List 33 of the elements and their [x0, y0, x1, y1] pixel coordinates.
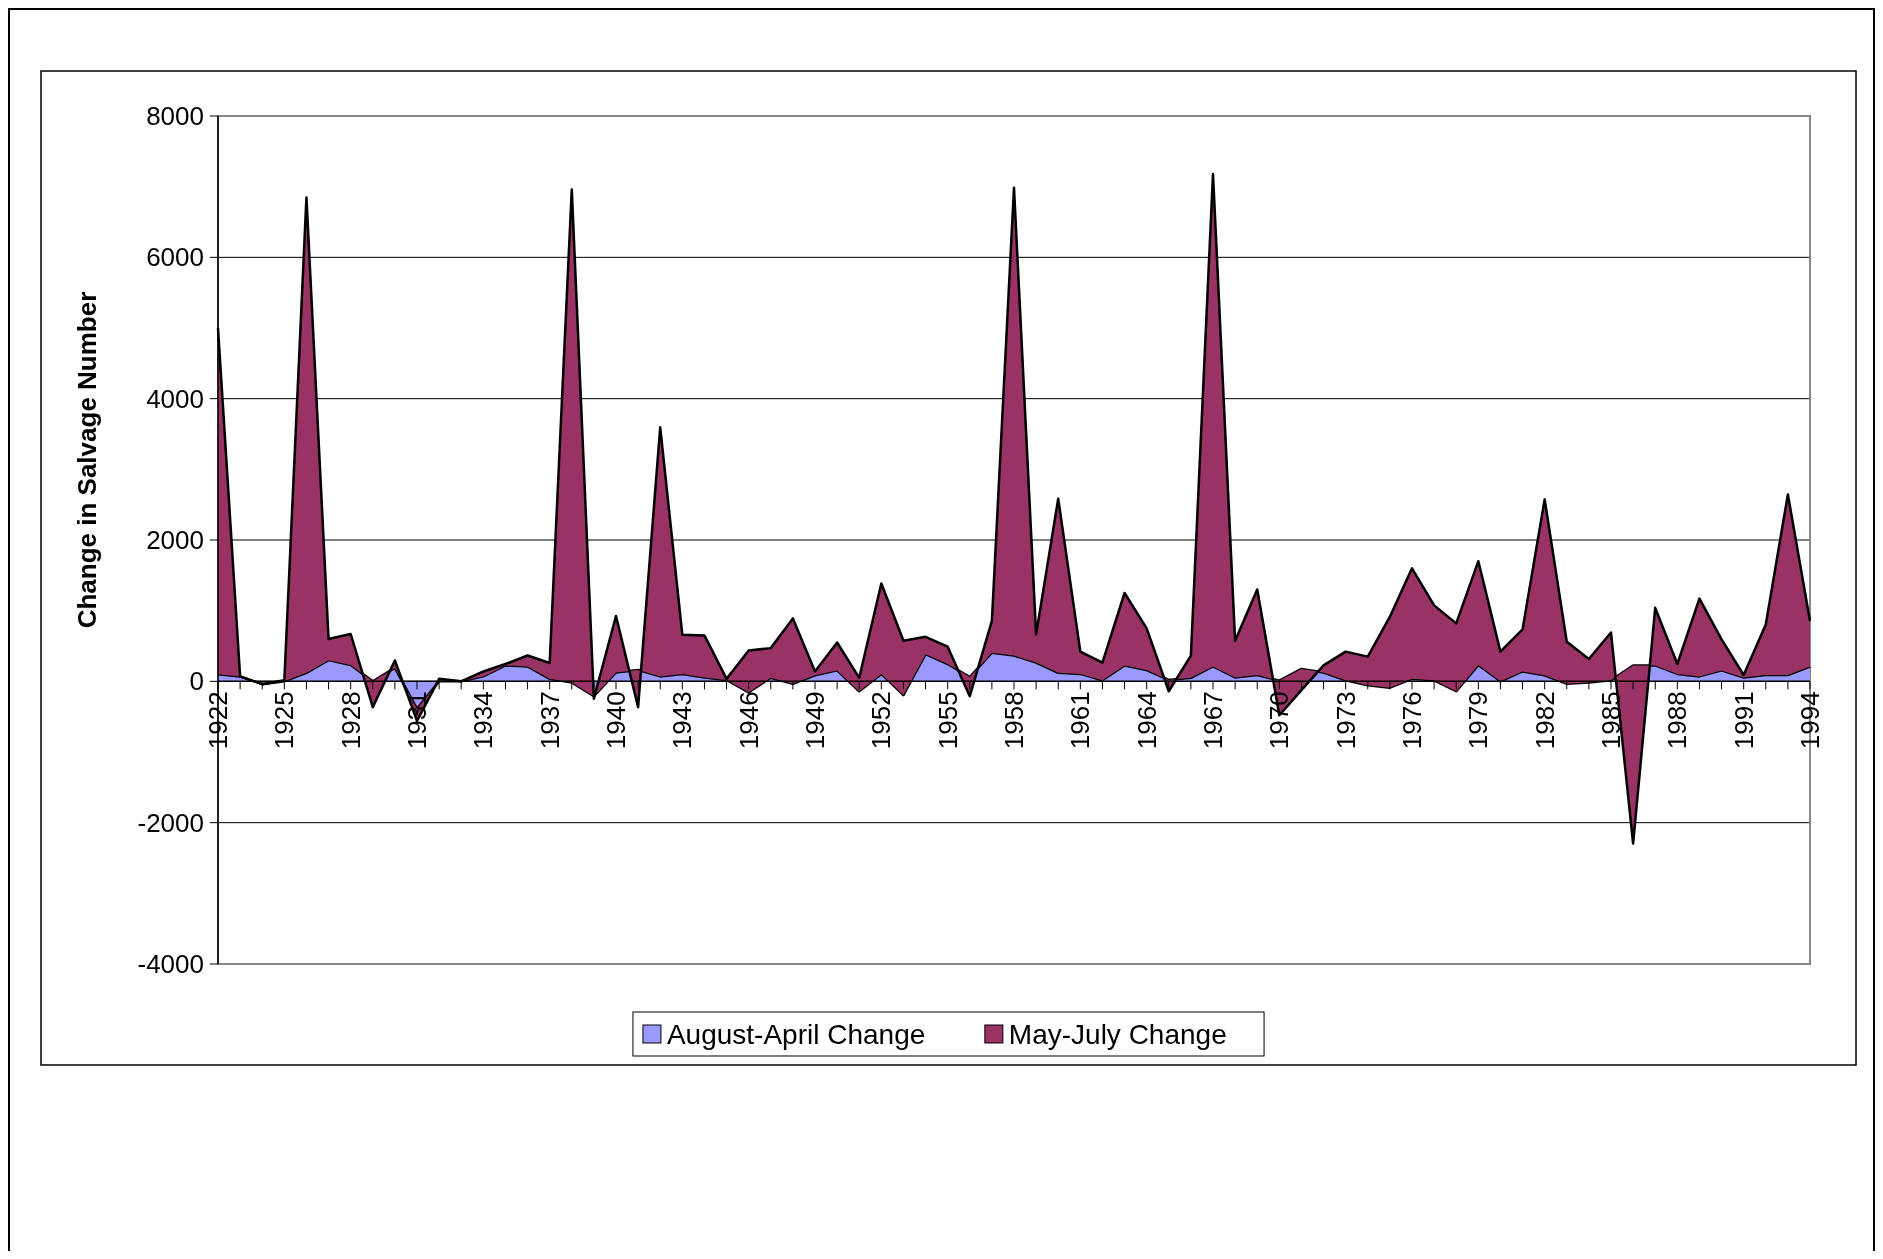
legend-label: August-April Change [666, 1018, 926, 1050]
x-tick-label: 1952 [866, 691, 897, 750]
y-tick-label: -2000 [137, 807, 204, 838]
x-tick-label: 1988 [1662, 691, 1693, 750]
x-tick-label: 1991 [1728, 691, 1759, 750]
x-tick-label: 1934 [468, 691, 499, 750]
x-tick-label: 1958 [999, 691, 1030, 750]
x-tick-label: 1967 [1198, 691, 1229, 750]
x-tick-label: 1928 [335, 691, 366, 750]
x-tick-label: 1979 [1463, 691, 1494, 750]
x-tick-label: 1946 [733, 691, 764, 750]
x-tick-label: 1982 [1529, 691, 1560, 750]
y-tick-label: 4000 [146, 383, 204, 414]
x-tick-label: 1994 [1795, 691, 1826, 750]
x-tick-label: 1925 [269, 691, 300, 750]
x-tick-label: 1976 [1397, 691, 1428, 750]
y-tick-label: 6000 [146, 242, 204, 273]
x-tick-label: 1970 [1264, 691, 1295, 750]
x-tick-label: 1937 [534, 691, 565, 750]
x-tick-label: 1940 [601, 691, 632, 750]
y-tick-label: 0 [189, 666, 204, 697]
legend-label: May-July Change [1008, 1018, 1227, 1050]
x-tick-label: 1949 [800, 691, 831, 750]
x-tick-label: 1964 [1131, 691, 1162, 750]
y-tick-label: 8000 [146, 101, 204, 132]
x-tick-label: 1955 [932, 691, 963, 750]
x-tick-label: 1973 [1330, 691, 1361, 750]
x-tick-label: 1943 [667, 691, 698, 750]
x-tick-label: 1961 [1065, 691, 1096, 750]
y-tick-label: -4000 [137, 949, 204, 980]
y-axis-title: Change in Salvage Number [72, 291, 102, 629]
y-tick-label: 2000 [146, 525, 204, 556]
x-tick-label: 1922 [203, 691, 234, 750]
